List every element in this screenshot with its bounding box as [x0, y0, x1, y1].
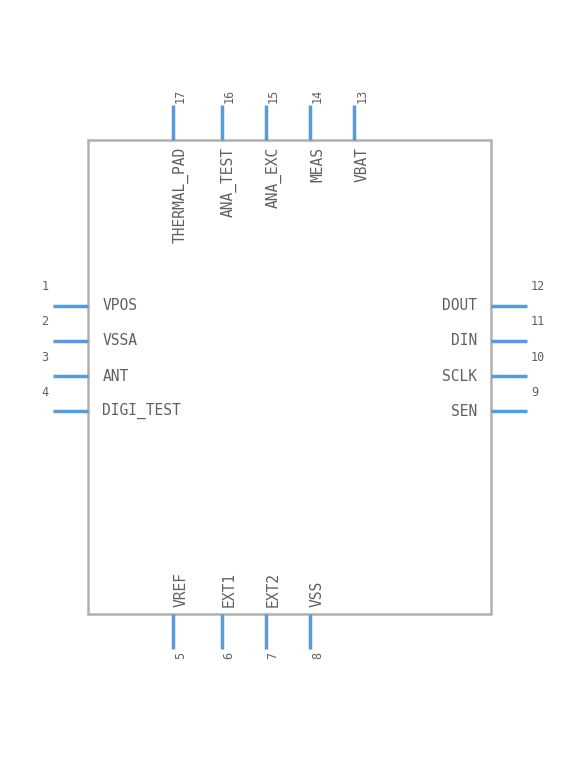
Text: VSSA: VSSA: [102, 333, 137, 349]
Text: VSS: VSS: [310, 581, 325, 607]
Text: SCLK: SCLK: [442, 369, 477, 383]
Text: ANA_TEST: ANA_TEST: [221, 147, 237, 217]
Text: VPOS: VPOS: [102, 298, 137, 313]
Text: THERMAL_PAD: THERMAL_PAD: [173, 147, 189, 243]
Text: 4: 4: [41, 386, 48, 399]
Text: 13: 13: [356, 89, 368, 104]
Text: ANA_EXC: ANA_EXC: [265, 147, 281, 208]
Text: 17: 17: [174, 89, 187, 104]
Text: 15: 15: [267, 89, 279, 104]
Text: DOUT: DOUT: [442, 298, 477, 313]
Text: VBAT: VBAT: [354, 147, 369, 181]
Text: DIGI_TEST: DIGI_TEST: [102, 403, 181, 419]
Text: MEAS: MEAS: [310, 147, 325, 181]
Text: 10: 10: [531, 350, 545, 363]
Text: 7: 7: [267, 651, 279, 659]
Text: VREF: VREF: [173, 572, 188, 607]
Text: 5: 5: [174, 651, 187, 659]
Text: 9: 9: [531, 386, 538, 399]
Text: 8: 8: [311, 651, 324, 659]
Text: EXT2: EXT2: [266, 572, 281, 607]
Text: 14: 14: [311, 89, 324, 104]
Text: 12: 12: [531, 280, 545, 293]
Text: 16: 16: [223, 89, 235, 104]
Polygon shape: [88, 140, 491, 614]
Text: 1: 1: [41, 280, 48, 293]
Text: SEN: SEN: [451, 404, 477, 419]
Text: 11: 11: [531, 316, 545, 329]
Text: DIN: DIN: [451, 333, 477, 349]
Text: EXT1: EXT1: [222, 572, 236, 607]
Text: 2: 2: [41, 316, 48, 329]
Text: 3: 3: [41, 350, 48, 363]
Text: ANT: ANT: [102, 369, 128, 383]
Text: 6: 6: [223, 651, 235, 659]
